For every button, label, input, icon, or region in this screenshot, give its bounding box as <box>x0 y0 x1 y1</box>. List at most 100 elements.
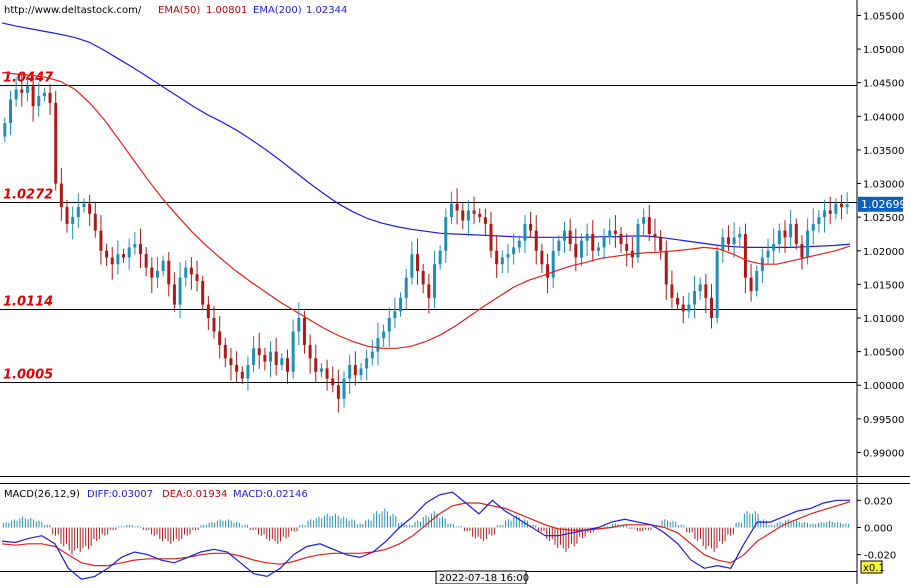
candle-body <box>478 213 482 218</box>
candle-body <box>76 207 80 218</box>
candle-body <box>133 244 137 248</box>
candle-body <box>585 233 589 241</box>
candle-body <box>608 230 612 238</box>
candle-body <box>280 358 284 366</box>
candle-body <box>370 351 374 359</box>
ema50-line <box>1 72 851 349</box>
price-tick-label: 1.02000 <box>863 247 904 258</box>
ema50-value: 1.00801 <box>206 5 247 16</box>
candle-body <box>235 365 239 372</box>
ema200-label: EMA(200) <box>253 5 302 16</box>
candle-body <box>721 237 725 251</box>
candle-body <box>495 250 499 265</box>
candle-body <box>342 378 346 399</box>
current-price-marker: 1.02699 <box>858 196 907 212</box>
candle-body <box>206 304 210 319</box>
candle-body <box>25 86 29 93</box>
candle-body <box>82 203 86 208</box>
candle-body <box>150 267 154 278</box>
candle-body <box>246 365 250 379</box>
candle-body <box>783 230 787 238</box>
candle-body <box>845 204 849 208</box>
candle-body <box>540 250 544 265</box>
ema50-layer <box>1 72 851 349</box>
candle-body <box>455 203 459 211</box>
candle-body <box>596 247 600 251</box>
candle-body <box>3 123 7 137</box>
zoom-label: x0.1 <box>863 563 885 574</box>
candle-body <box>743 233 747 278</box>
current-price-label: 1.02699 <box>861 198 907 211</box>
candle-body <box>387 318 391 332</box>
candle-body <box>65 207 69 224</box>
candle-body <box>302 318 306 345</box>
candle-body <box>48 92 52 103</box>
candle-body <box>613 230 617 234</box>
candle-body <box>466 210 470 221</box>
candle-body <box>139 244 143 255</box>
candle-body <box>252 348 256 366</box>
candle-body <box>376 338 380 352</box>
candle-body <box>314 358 318 372</box>
candle-body <box>172 284 176 305</box>
ema50-label: EMA(50) <box>158 5 200 16</box>
candle-body <box>698 284 702 292</box>
candle-body <box>427 284 431 298</box>
candle-body <box>828 210 832 214</box>
price-tick-label: 0.99500 <box>863 415 904 426</box>
macd-value-label: MACD:0.02146 <box>233 489 308 500</box>
candle-body <box>749 277 753 292</box>
source-url: http://www.deltastock.com/ <box>4 5 142 16</box>
level-label: 1.0005 <box>3 368 53 383</box>
candle-body <box>693 291 697 305</box>
candle-body <box>99 230 103 251</box>
candle-body <box>88 203 92 214</box>
candle-body <box>416 254 420 271</box>
candle-body <box>116 254 120 265</box>
candle-body <box>642 217 646 224</box>
candle-body <box>619 233 623 245</box>
candle-body <box>291 331 295 372</box>
price-tick-label: 1.00500 <box>863 348 904 359</box>
macd-dea-line <box>1 501 851 567</box>
candle-body <box>664 250 668 285</box>
zoom-button[interactable] <box>860 560 883 574</box>
candle-body <box>257 348 261 355</box>
candle-body <box>410 254 414 278</box>
candle-body <box>201 281 205 305</box>
candle-body <box>432 264 436 298</box>
candle-body <box>517 240 521 248</box>
cursor-time-label: 2022-07-18 16:00 <box>439 573 529 584</box>
candle-body <box>161 260 165 271</box>
candle-body <box>489 223 493 251</box>
candle-body <box>444 217 448 251</box>
candle-body <box>551 250 555 278</box>
candle-body <box>449 203 453 218</box>
candle-body <box>766 250 770 258</box>
price-tick-label: 1.02500 <box>863 213 904 224</box>
price-tick-label: 1.03500 <box>863 146 904 157</box>
candle-body <box>269 351 273 362</box>
candle-body <box>331 378 335 386</box>
candle-body <box>659 237 663 251</box>
candle-body <box>676 297 680 305</box>
candle-body <box>393 311 397 319</box>
candle-body <box>557 240 561 251</box>
candle-body <box>681 304 685 312</box>
candle-body <box>568 230 572 245</box>
candle-body <box>365 358 369 369</box>
candle-body <box>59 183 63 208</box>
price-tick-label: 1.05500 <box>863 11 904 22</box>
candle-body <box>715 250 719 319</box>
current-price-box <box>858 196 903 212</box>
candle-body <box>105 250 109 258</box>
candle-body <box>500 257 504 265</box>
macd-tick-label: 0.020 <box>864 496 893 507</box>
candle-body <box>726 237 730 245</box>
macd-diff-label: DIFF:0.03007 <box>87 489 153 500</box>
candle-body <box>167 260 171 285</box>
candle-body <box>670 284 674 298</box>
candle-body <box>178 277 182 305</box>
candle-body <box>512 247 516 255</box>
candlestick-series <box>3 73 849 413</box>
